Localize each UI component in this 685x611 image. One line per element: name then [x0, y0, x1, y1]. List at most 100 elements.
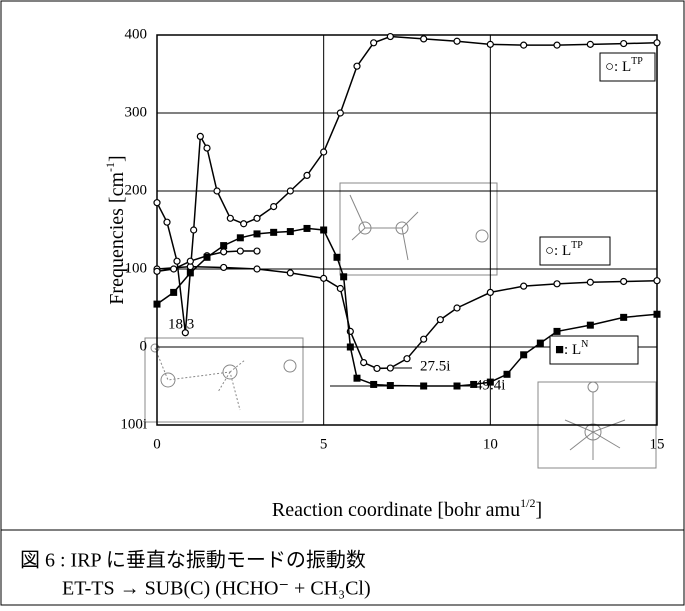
marker: [164, 219, 170, 225]
x-axis-title-sup: 1/2: [520, 496, 535, 510]
marker: [321, 149, 327, 155]
marker: [554, 328, 561, 335]
marker: [187, 269, 194, 276]
x-tick-label: 0: [153, 436, 161, 452]
x-axis-title: Reaction coordinate [bohr amu1/2]: [272, 496, 542, 521]
x-axis-title-text: Reaction coordinate [bohr amu: [272, 499, 520, 521]
marker: [221, 249, 227, 255]
marker: [454, 305, 460, 311]
marker: [387, 382, 394, 389]
legend-sup: TP: [571, 240, 583, 251]
marker: [337, 286, 343, 292]
marker: [487, 289, 493, 295]
marker: [237, 248, 243, 254]
caption: 図 6 : IRP に垂直な振動モードの振動数: [20, 549, 366, 572]
annotation: 49.4i: [475, 377, 505, 393]
marker: [287, 188, 293, 194]
y-axis-title: Frequencies [cm-1]: [103, 155, 128, 304]
marker: [197, 133, 203, 139]
marker: [337, 110, 343, 116]
y-tick-label: 0: [140, 338, 148, 354]
marker: [304, 172, 310, 178]
marker: [587, 279, 593, 285]
marker: [354, 375, 361, 382]
legend-name: ○: L: [545, 243, 571, 259]
marker: [404, 356, 410, 362]
atom: [161, 373, 175, 387]
marker: [371, 40, 377, 46]
marker: [154, 200, 160, 206]
marker: [270, 229, 277, 236]
marker: [370, 381, 377, 388]
y-tick-label: 400: [125, 26, 148, 42]
y-axis-title-end: ]: [106, 155, 128, 162]
marker: [554, 42, 560, 48]
marker: [487, 41, 493, 47]
marker: [221, 264, 227, 270]
marker: [174, 258, 180, 264]
marker: [437, 317, 443, 323]
annotation: 27.5i: [420, 358, 450, 374]
x-axis-title-end: ]: [535, 499, 542, 521]
legend-name: ○: L: [605, 59, 631, 75]
chart: 100i0100200300400051015Reaction coordina…: [0, 0, 685, 606]
marker: [254, 230, 261, 237]
marker: [387, 365, 393, 371]
marker: [621, 278, 627, 284]
legend-name: ■: L: [555, 342, 581, 358]
marker: [521, 42, 527, 48]
marker: [254, 248, 260, 254]
marker: [220, 242, 227, 249]
marker: [214, 188, 220, 194]
marker: [621, 41, 627, 47]
marker: [537, 340, 544, 347]
atom: [476, 230, 488, 242]
marker: [620, 314, 627, 321]
marker: [587, 41, 593, 47]
marker: [521, 283, 527, 289]
marker: [321, 275, 327, 281]
marker: [254, 266, 260, 272]
marker: [421, 36, 427, 42]
marker: [170, 289, 177, 296]
marker: [254, 215, 260, 221]
x-tick-label: 15: [650, 436, 665, 452]
atom: [588, 382, 598, 392]
legend-sup: N: [581, 339, 588, 350]
marker: [237, 234, 244, 241]
y-tick-label: 100i: [120, 416, 147, 432]
marker: [271, 204, 277, 210]
marker: [347, 344, 354, 351]
marker: [320, 227, 327, 234]
marker: [340, 273, 347, 280]
marker: [520, 351, 527, 358]
y-tick-label: 300: [125, 104, 148, 120]
legend-sup: TP: [631, 56, 643, 67]
marker: [354, 63, 360, 69]
marker: [204, 145, 210, 151]
marker: [304, 225, 311, 232]
y-axis-title-sup: -1: [103, 162, 117, 172]
marker: [154, 268, 160, 274]
marker: [654, 311, 661, 318]
y-tick-label: 200: [125, 182, 148, 198]
x-tick-label: 5: [320, 436, 328, 452]
y-tick-label: 100: [125, 260, 148, 276]
marker: [171, 266, 177, 272]
annotation: 18.3: [168, 316, 194, 332]
marker: [187, 258, 193, 264]
marker: [361, 360, 367, 366]
marker: [587, 322, 594, 329]
marker: [227, 215, 233, 221]
marker: [454, 38, 460, 44]
marker: [191, 227, 197, 233]
marker: [387, 34, 393, 40]
marker: [421, 336, 427, 342]
marker: [420, 383, 427, 390]
atom: [284, 360, 296, 372]
marker: [374, 365, 380, 371]
marker: [654, 278, 660, 284]
marker: [154, 301, 161, 308]
marker: [654, 40, 660, 46]
marker: [554, 281, 560, 287]
